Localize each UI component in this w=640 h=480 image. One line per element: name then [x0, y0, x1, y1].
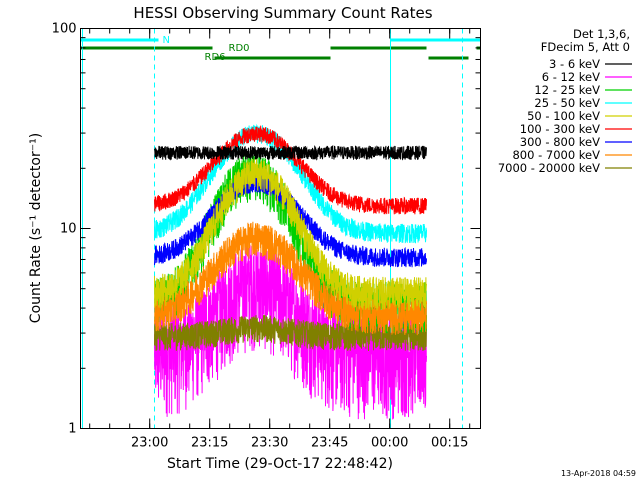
- x-tick-label-1: 23:15: [191, 436, 228, 451]
- y-tick-label-0: 1: [68, 422, 76, 437]
- legend-header-line-2: FDecim 5, Att 0: [541, 40, 630, 54]
- legend-label-0: 3 - 6 keV: [549, 57, 600, 71]
- series-trace-0: [154, 144, 427, 161]
- legend-label-3: 25 - 50 keV: [534, 96, 600, 110]
- legend-label-2: 12 - 25 keV: [534, 83, 600, 97]
- y-tick-label-1: 10: [60, 222, 77, 237]
- legend-header-line-1: Det 1,3,6,: [573, 27, 630, 41]
- status-bar-label-rd0: RD0: [229, 43, 250, 54]
- x-axis: 23:00 23:15 23:30 23:45 00:00 00:15: [89, 28, 471, 451]
- x-tick-label-0: 23:00: [131, 436, 168, 451]
- status-bar-label-n: N: [163, 35, 170, 46]
- legend-label-6: 300 - 800 keV: [520, 135, 600, 149]
- x-tick-label-4: 00:00: [371, 436, 408, 451]
- series-trace-8: [154, 314, 427, 352]
- x-tick-label-3: 23:45: [311, 436, 348, 451]
- x-axis-label: Start Time (29-Oct-17 22:48:42): [167, 456, 393, 472]
- chart-title: HESSI Observing Summary Count Rates: [133, 4, 432, 22]
- legend-label-5: 100 - 300 keV: [520, 122, 600, 136]
- y-axis: 1 10 100: [52, 22, 481, 437]
- y-tick-label-2: 100: [52, 22, 77, 37]
- legend-label-4: 50 - 100 keV: [527, 109, 600, 123]
- series-trace-4: [154, 158, 427, 311]
- status-bar-label-rd6: RD6: [205, 52, 226, 63]
- legend-label-1: 6 - 12 keV: [542, 70, 600, 84]
- legend-label-7: 800 - 7000 keV: [512, 148, 600, 162]
- x-tick-label-5: 00:15: [431, 436, 468, 451]
- generation-timestamp: 13-Apr-2018 04:59: [561, 469, 636, 478]
- legend-label-8: 7000 - 20000 keV: [498, 161, 600, 175]
- y-axis-label: Count Rate (s⁻¹ detector⁻¹): [28, 133, 44, 323]
- x-tick-label-2: 23:30: [251, 436, 288, 451]
- series-trace-3: [154, 123, 427, 244]
- series-trace-7: [154, 221, 427, 336]
